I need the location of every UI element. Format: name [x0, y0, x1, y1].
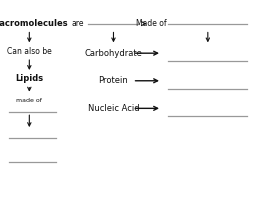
Text: Made of: Made of: [136, 19, 166, 28]
Text: Macromolecules: Macromolecules: [0, 19, 67, 28]
Text: made of: made of: [16, 98, 42, 103]
Text: Nucleic Acid: Nucleic Acid: [87, 104, 139, 113]
Text: Carbohydrate: Carbohydrate: [84, 49, 142, 58]
Text: Can also be: Can also be: [7, 47, 52, 56]
Text: are: are: [71, 19, 84, 28]
Text: Lipids: Lipids: [15, 74, 43, 83]
Text: Protein: Protein: [98, 76, 128, 85]
